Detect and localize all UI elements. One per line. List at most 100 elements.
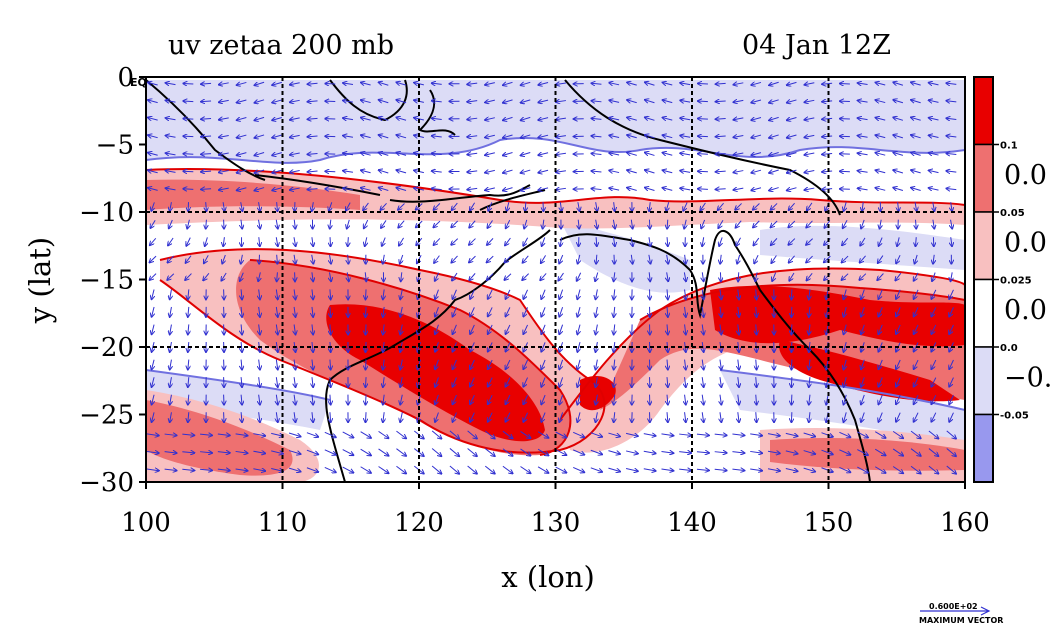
wind-vector [364,219,369,228]
wind-vector [946,430,956,439]
wind-vector [933,219,934,229]
wind-vector [241,324,242,334]
x-tick-label: 140 [667,508,717,538]
wind-vector [627,170,637,173]
wind-vector [821,467,833,472]
wind-vector [383,289,384,299]
contour-blue-2 [146,369,331,401]
wind-vector [241,202,243,211]
wind-vector [946,136,957,137]
wind-vector [663,118,673,121]
wind-vector [733,100,744,102]
wind-vector [219,153,229,155]
wind-vector [649,202,650,211]
wind-vector [276,394,277,405]
wind-vector [183,119,194,120]
wind-vector [914,377,919,387]
wind-vector [523,289,529,299]
wind-vector [842,255,849,262]
wind-vector [435,359,439,369]
wind-vector [219,171,229,173]
wind-vector [718,220,724,228]
wind-vector [720,377,721,387]
wind-vector [858,171,868,173]
wind-vector [306,432,318,437]
wind-vector [578,202,580,211]
coastline-borneo [329,79,408,122]
wind-vector [609,100,620,102]
wind-vector [555,449,567,456]
wind-vector [543,219,544,229]
wind-vector [932,272,935,281]
wind-vector [876,153,886,155]
wind-vector [911,188,921,191]
contour-red-4 [249,259,572,456]
wind-vector [186,237,191,246]
wind-vector [893,152,904,155]
wind-vector [696,434,709,435]
wind-vector [312,237,313,246]
wind-vector [559,359,564,369]
wind-vector [929,100,939,102]
wind-vector [166,188,176,190]
wind-vector [931,394,937,404]
wind-vector [896,307,901,316]
wind-vector [329,272,331,281]
wind-vector [276,306,277,317]
wind-vector [737,254,739,264]
wind-vector [951,219,953,229]
wind-vector [342,431,354,438]
wind-vector [312,254,314,264]
wind-vector [487,255,494,262]
wind-vector [152,412,154,422]
wind-vector [164,434,177,435]
wind-vector [308,189,318,190]
wind-vector [685,377,686,387]
wind-vector [183,101,194,102]
wind-vector [330,219,331,229]
wind-vector [577,342,580,352]
wind-vector [241,306,242,317]
wind-vector [379,82,389,85]
wind-vector [343,118,354,120]
wind-vector [735,203,742,209]
wind-vector [523,255,529,263]
wind-vector [169,219,173,228]
wind-vector [469,255,476,262]
wind-vector [893,117,904,120]
wind-vector [290,118,300,120]
wind-vector [826,359,828,370]
wind-vector [614,202,615,211]
wind-vector [343,188,354,190]
wind-vector [312,412,313,422]
wind-vector [555,466,567,473]
wind-vector [277,254,278,264]
positive-vorticity-medium-north [146,179,360,210]
wind-vector [188,412,189,422]
wind-vector [874,448,885,455]
x-tick-label: 100 [121,508,171,538]
wind-vector [200,469,212,470]
wind-vector [467,188,478,189]
wind-vector [288,432,300,436]
wind-vector [237,82,247,85]
wind-vector [826,394,828,405]
wind-vector [911,100,921,103]
wind-vector [824,220,831,228]
wind-vector [506,377,511,387]
wind-vector [733,171,744,173]
wind-vector [738,324,739,334]
wind-vector [876,188,886,190]
wind-vector [738,359,739,370]
wind-vector [485,118,495,120]
wind-vector [716,83,726,84]
wind-vector [152,306,154,317]
wind-vector [720,254,721,264]
wind-vector [330,377,331,387]
wind-vector [148,153,158,156]
wind-vector [667,219,668,229]
wind-vector [488,289,493,299]
wind-vector [241,219,242,229]
wind-vector [241,359,242,370]
wind-vector [235,434,248,436]
